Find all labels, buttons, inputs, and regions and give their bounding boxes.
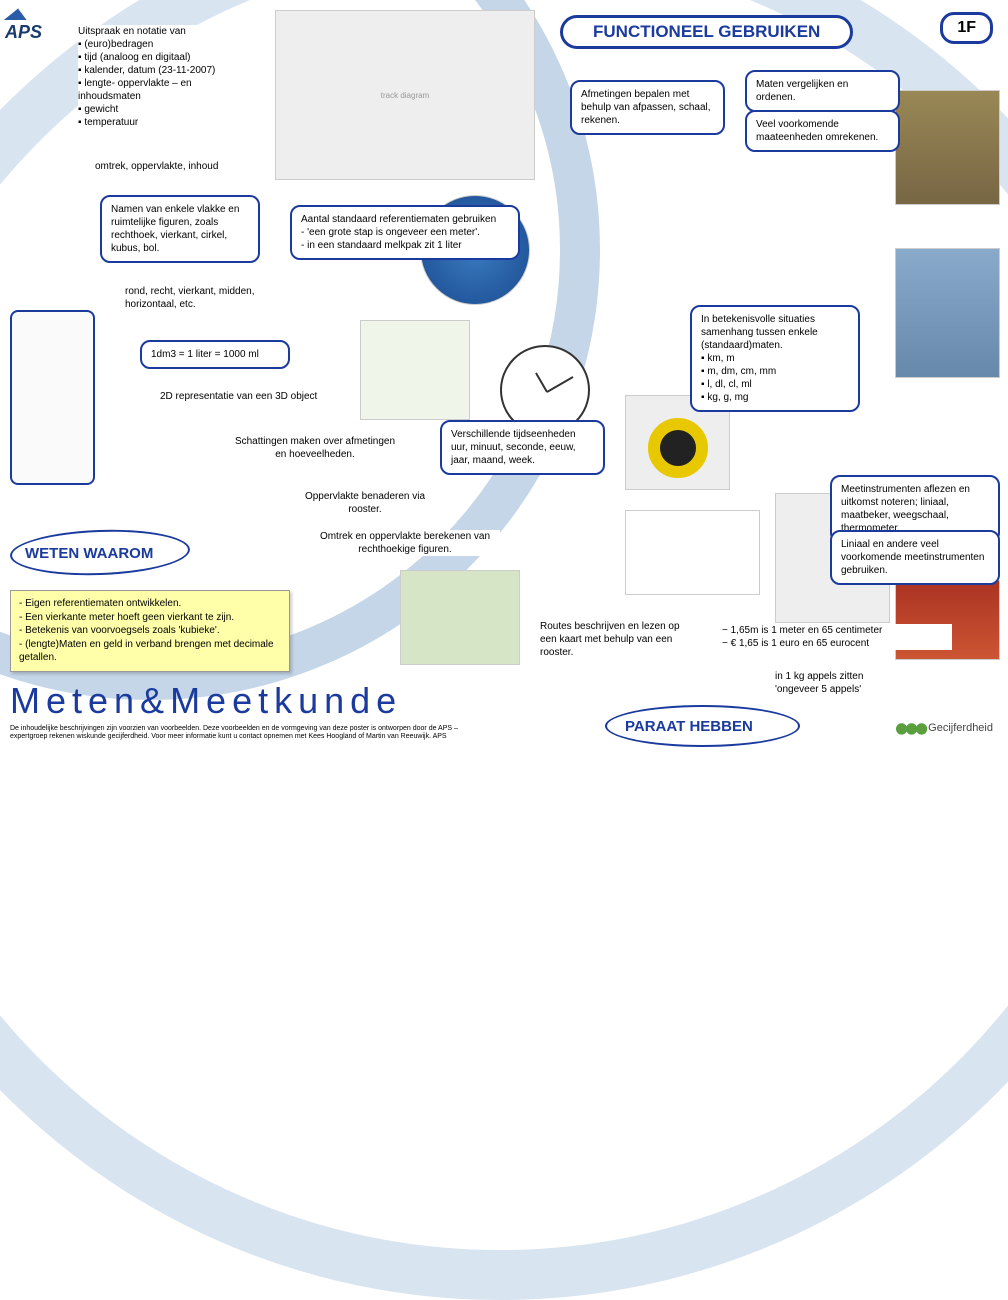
liter-box: 1dm3 = 1 liter = 1000 ml	[140, 340, 290, 369]
repr-3d: 2D representatie van een 3D object	[160, 390, 360, 403]
aantal-box: Aantal standaard referentiematen gebruik…	[290, 205, 520, 260]
tijdseenheden-box: Verschillende tijdseenheden uur, minuut,…	[440, 420, 605, 475]
gecijferdheid-logo: ⦁⦁⦁ Gecijferdheid	[895, 712, 993, 744]
rond-line: rond, recht, vierkant, midden, horizonta…	[125, 285, 285, 311]
oppervlakte-rooster: Oppervlakte benaderen via rooster.	[290, 490, 440, 516]
signpost-image	[895, 248, 1000, 378]
rulers-image	[625, 510, 760, 595]
calendar-image	[360, 320, 470, 420]
veel-voorkomende-box: Veel voorkomende maateenheden omrekenen.	[745, 110, 900, 152]
maten-vergelijken-box: Maten vergelijken en ordenen.	[745, 70, 900, 112]
omtrek-line: omtrek, oppervlakte, inhoud	[95, 160, 255, 173]
page-number: 1F	[940, 12, 993, 44]
weten-waarom-label: WETEN WAAROM	[25, 545, 153, 562]
cube-houses-image	[895, 90, 1000, 205]
apples-box: in 1 kg appels zitten 'ongeveer 5 appels…	[775, 670, 895, 696]
footer-text: De inhoudelijke beschrijvingen zijn voor…	[10, 725, 490, 742]
yellow-note: - Eigen referentiematen ontwikkelen. - E…	[10, 590, 290, 672]
track-diagram: track diagram	[275, 10, 535, 180]
main-title: Meten&Meetkunde	[10, 680, 402, 722]
cylinders-image	[10, 310, 95, 485]
paraat-label: PARAAT HEBBEN	[625, 718, 753, 735]
map-image	[400, 570, 520, 665]
betekenisvolle-box: In betekenisvolle situaties samenhang tu…	[690, 305, 860, 412]
uitspraak-list: Uitspraak en notatie van ▪ (euro)bedrage…	[78, 25, 243, 129]
conv-box: − 1,65m is 1 meter en 65 centimeter − € …	[722, 624, 952, 650]
liniaal-box: Liniaal en andere veel voorkomende meeti…	[830, 530, 1000, 585]
logo-aps: ◢◣ APS	[5, 5, 42, 43]
header-title: FUNCTIONEEL GEBRUIKEN	[560, 15, 853, 49]
routes-box: Routes beschrijven en lezen op een kaart…	[540, 620, 680, 659]
afmetingen-box: Afmetingen bepalen met behulp van afpass…	[570, 80, 725, 135]
schattingen: Schattingen maken over afmetingen en hoe…	[230, 435, 400, 461]
omtrek-bereken: Omtrek en oppervlakte berekenen van rech…	[310, 530, 500, 556]
namen-box: Namen van enkele vlakke en ruimtelijke f…	[100, 195, 260, 263]
